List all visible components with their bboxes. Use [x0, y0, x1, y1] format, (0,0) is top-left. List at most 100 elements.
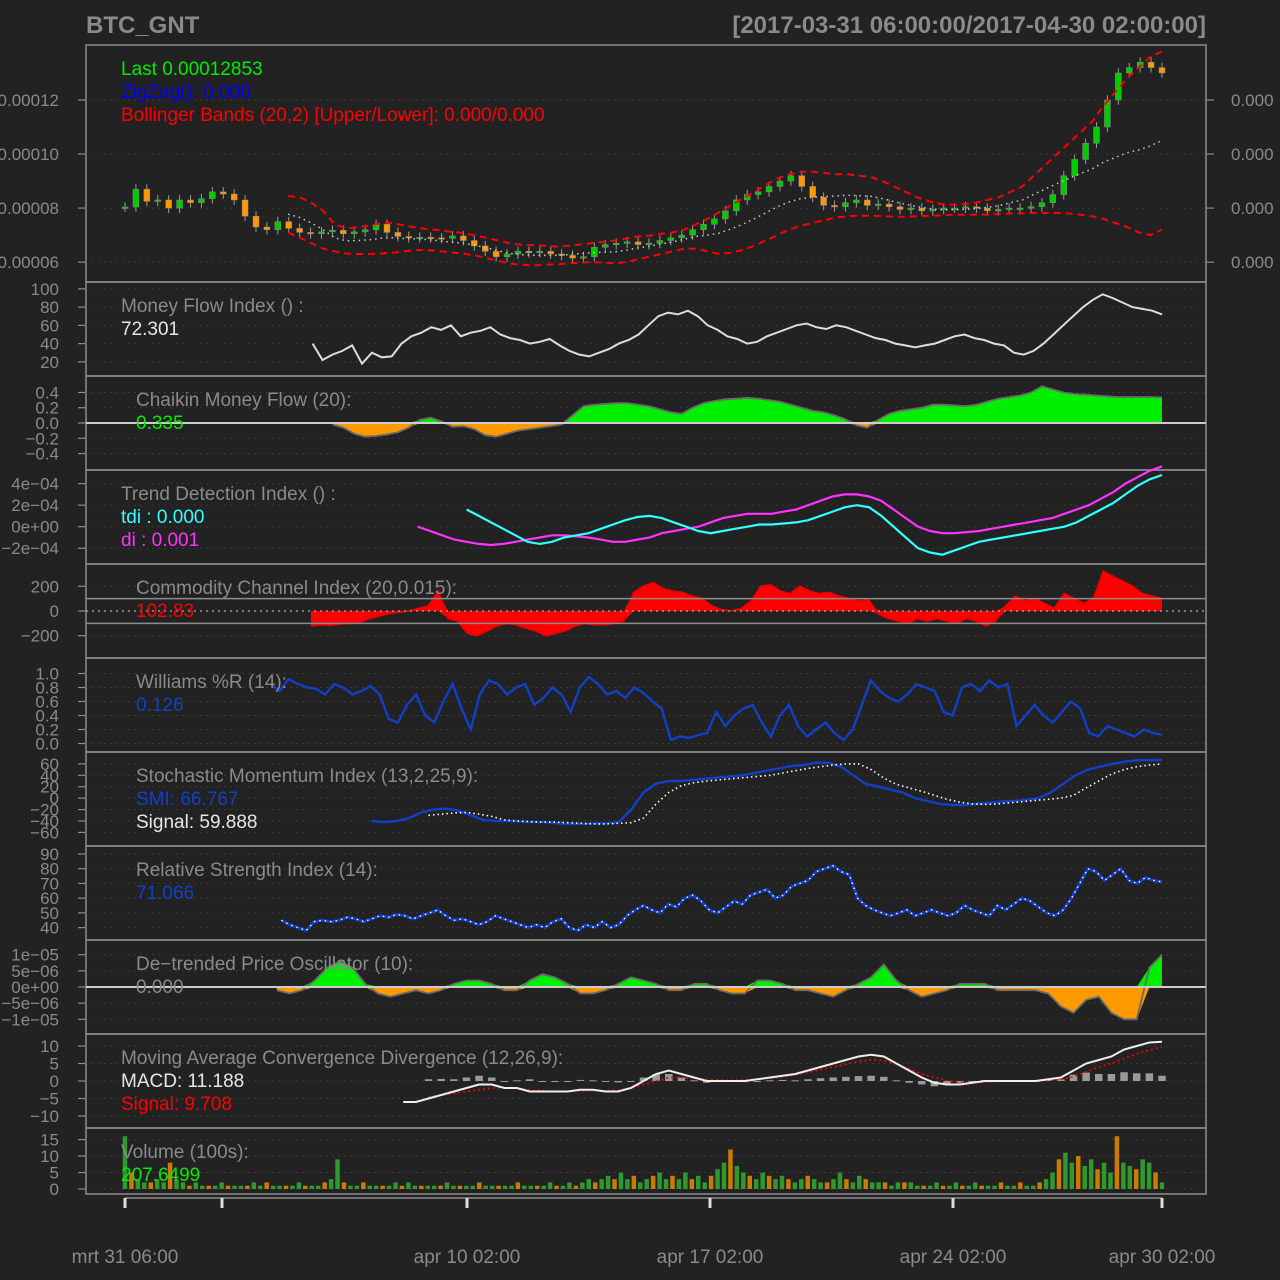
macd-ytick-label: −10 [30, 1107, 59, 1126]
candle-body [667, 237, 675, 241]
macd-histogram-bar [816, 1078, 825, 1081]
macd-histogram-bar [880, 1076, 888, 1081]
willr-ytick-label: 0.4 [35, 707, 59, 726]
volume-bar [696, 1175, 701, 1189]
price-label-0: Last 0.00012853 [121, 59, 263, 80]
volume-bar [1063, 1152, 1068, 1189]
symbol-title: BTC_GNT [86, 12, 200, 39]
willr-ytick-label: 0.0 [35, 735, 59, 754]
macd-histogram-bar [753, 1081, 762, 1082]
candle-body [656, 240, 664, 244]
price-ytick-label: 0.000 [1231, 199, 1274, 218]
volume-bar [502, 1185, 508, 1189]
candle-body [612, 242, 620, 245]
candle-body [984, 207, 991, 212]
cmf-ytick-label: −0.2 [25, 429, 59, 448]
volume-bar [412, 1185, 418, 1189]
date-range: [2017-03-31 06:00:00/2017-04-30 02:00:00… [732, 12, 1206, 39]
williams-r-line [269, 675, 1163, 742]
volume-bar [638, 1182, 643, 1189]
rsi-label-0: Relative Strength Index (14): [136, 860, 378, 881]
cmf-negative-area [332, 423, 1162, 437]
candle-body [951, 207, 958, 210]
macd-histogram-bar [1120, 1072, 1128, 1081]
tdi-ytick-label: −2e−04 [1, 539, 59, 558]
rsi-ytick-label: 60 [40, 889, 59, 908]
macd-histogram-bar [854, 1076, 863, 1081]
dpo-label-0: De−trended Price Oscillator (10): [136, 954, 413, 975]
candle-body [121, 206, 129, 209]
candle-body [1060, 175, 1067, 195]
price-label-2: Bollinger Bands (20,2) [Upper/Lower]: 0.… [121, 105, 545, 126]
volume-bar [161, 1182, 166, 1189]
candle-body [678, 234, 685, 239]
volume-label-1: 207.6499 [121, 1165, 200, 1186]
candle-body [536, 251, 544, 254]
volume-bar [1030, 1185, 1036, 1189]
smi-label-1: SMI: 66.767 [136, 789, 238, 810]
volume-bar [1005, 1185, 1010, 1189]
candle-body [285, 221, 292, 229]
cci-label-0: Commodity Channel Index (20,0.015): [136, 578, 457, 599]
volume-bar [992, 1185, 997, 1189]
macd-histogram-bar [627, 1081, 635, 1082]
volume-bar [528, 1185, 534, 1189]
candle-body [503, 253, 511, 257]
volume-bar [605, 1175, 611, 1189]
volume-bar [399, 1185, 405, 1189]
volume-bar [934, 1182, 939, 1189]
volume-bar [1133, 1169, 1139, 1189]
candle-body [449, 235, 456, 239]
volume-bar [238, 1185, 244, 1189]
candle-body [885, 203, 893, 207]
cmf-label-1: 0.335 [136, 413, 184, 434]
volume-bar [1159, 1182, 1165, 1189]
candle-body [482, 245, 489, 252]
candle-body [809, 186, 816, 198]
macd-histogram-bar [905, 1081, 913, 1083]
volume-bar [612, 1179, 617, 1189]
candle-body [427, 237, 434, 240]
cci-panel: 200 0 −200 Commodity Channel Index (20,0.01… [21, 563, 1207, 659]
candle-body [700, 224, 707, 230]
macd-histogram-bar [639, 1077, 648, 1081]
volume-bar [560, 1185, 566, 1189]
volume-bar [689, 1179, 695, 1189]
volume-bar [915, 1185, 920, 1189]
tdi-label-0: Trend Detection Index () : [121, 484, 336, 505]
mfi-ytick-label: 100 [31, 280, 59, 299]
smi-ytick-label: 20 [40, 778, 59, 797]
volume-bar [361, 1182, 366, 1189]
volume-bar [251, 1182, 257, 1189]
candle-body [383, 224, 391, 233]
volume-bar [380, 1185, 385, 1189]
candle-body [765, 186, 773, 193]
volume-bar [921, 1185, 926, 1189]
volume-bar [1127, 1165, 1133, 1189]
volume-bar [927, 1185, 933, 1189]
volume-bar [296, 1182, 302, 1189]
candle-body [907, 207, 915, 210]
rsi-ytick-label: 70 [40, 874, 59, 893]
volume-bar [509, 1185, 514, 1189]
volume-bar [206, 1185, 211, 1189]
dpo-ytick-label: 5e−06 [11, 962, 59, 981]
volume-bar [831, 1179, 836, 1189]
rsi-ytick-label: 90 [40, 845, 59, 864]
volume-bar [483, 1185, 488, 1189]
volume-bar [857, 1175, 862, 1189]
macd-histogram-bar [424, 1079, 433, 1081]
volume-ytick-label: 0 [50, 1180, 59, 1199]
candle-body [1049, 194, 1057, 203]
x-axis-tick-label: apr 30 02:00 [1109, 1247, 1216, 1268]
volume-bar [277, 1185, 282, 1189]
cmf-positive-area [332, 386, 1162, 423]
candle-body [962, 206, 969, 209]
volume-bar [303, 1185, 308, 1189]
volume-bar [258, 1185, 263, 1189]
candle-body [405, 236, 413, 239]
volume-bar [225, 1185, 231, 1189]
macd-histogram-bar [829, 1077, 837, 1081]
macd-label-0: Moving Average Convergence Divergence (1… [121, 1048, 563, 1069]
